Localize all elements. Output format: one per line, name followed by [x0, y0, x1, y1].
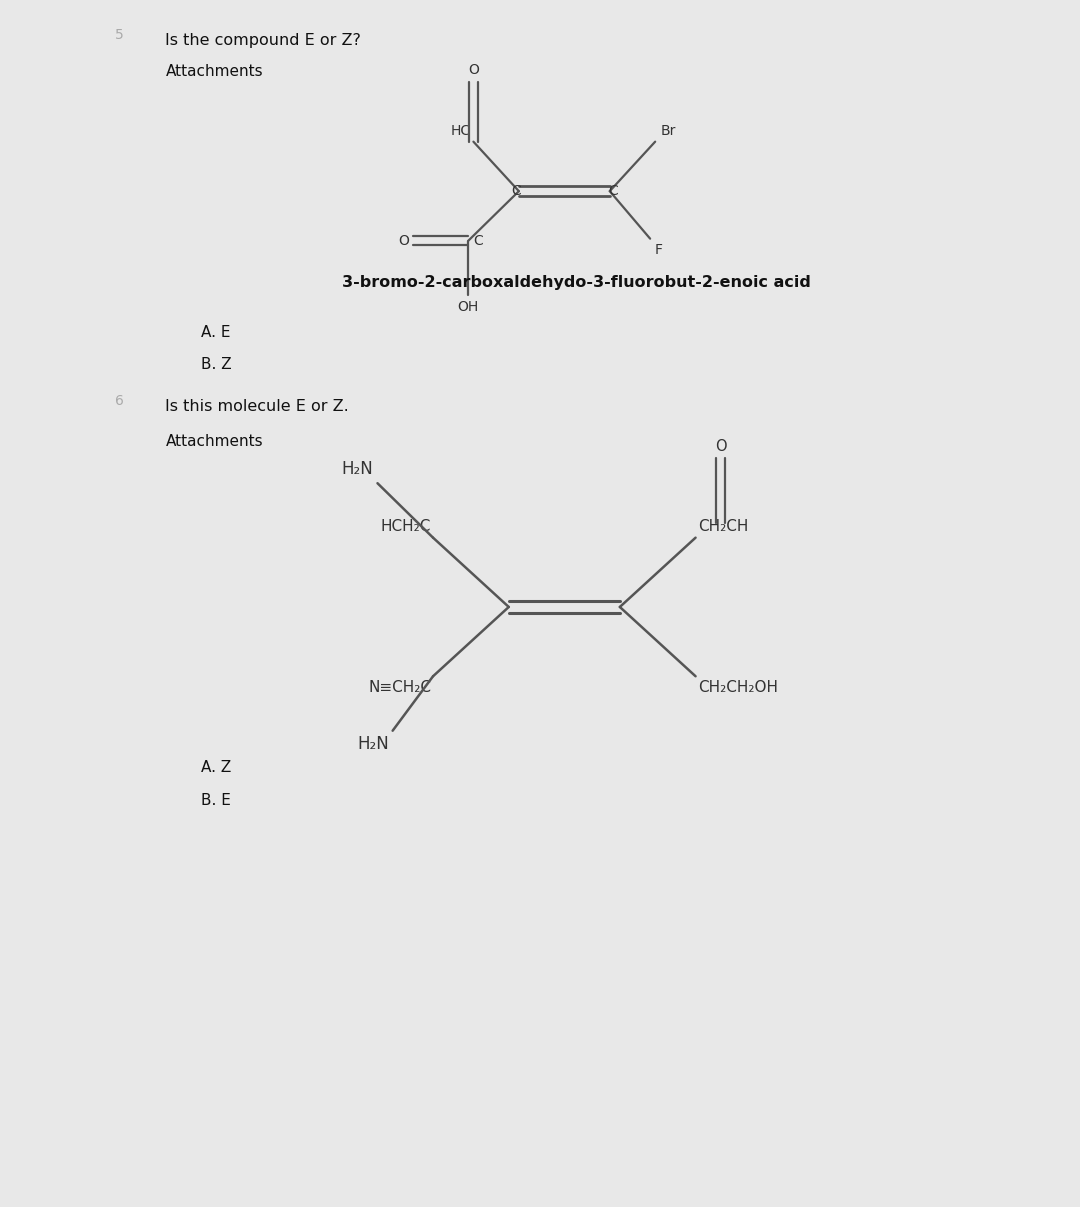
Text: HCH₂C: HCH₂C	[380, 519, 431, 533]
Text: OH: OH	[458, 301, 480, 314]
Text: H₂N: H₂N	[357, 735, 390, 753]
Text: O: O	[468, 63, 478, 77]
Text: B. Z: B. Z	[201, 357, 231, 373]
Text: 3-bromo-2-carboxaldehydo-3-fluorobut-2-enoic acid: 3-bromo-2-carboxaldehydo-3-fluorobut-2-e…	[342, 275, 811, 291]
Text: Is this molecule E or Z.: Is this molecule E or Z.	[165, 400, 349, 414]
Text: N≡CH₂C: N≡CH₂C	[368, 681, 431, 695]
Text: C: C	[608, 185, 618, 198]
Text: Br: Br	[660, 123, 676, 138]
Text: B. E: B. E	[201, 793, 231, 807]
Text: H₂N: H₂N	[341, 460, 374, 478]
Text: Attachments: Attachments	[165, 433, 264, 449]
Text: A. Z: A. Z	[201, 760, 231, 775]
Text: Attachments: Attachments	[165, 64, 264, 80]
Text: C: C	[511, 185, 521, 198]
Text: C: C	[473, 234, 483, 247]
Text: O: O	[715, 438, 727, 454]
Text: A. E: A. E	[201, 325, 230, 340]
Text: 6: 6	[114, 395, 124, 408]
Text: Is the compound E or Z?: Is the compound E or Z?	[165, 33, 362, 48]
Text: 5: 5	[114, 28, 124, 42]
Text: HC: HC	[450, 123, 471, 138]
Text: CH₂CH: CH₂CH	[699, 519, 748, 533]
Text: CH₂CH₂OH: CH₂CH₂OH	[699, 681, 779, 695]
Text: F: F	[654, 243, 662, 257]
Text: O: O	[397, 234, 409, 247]
